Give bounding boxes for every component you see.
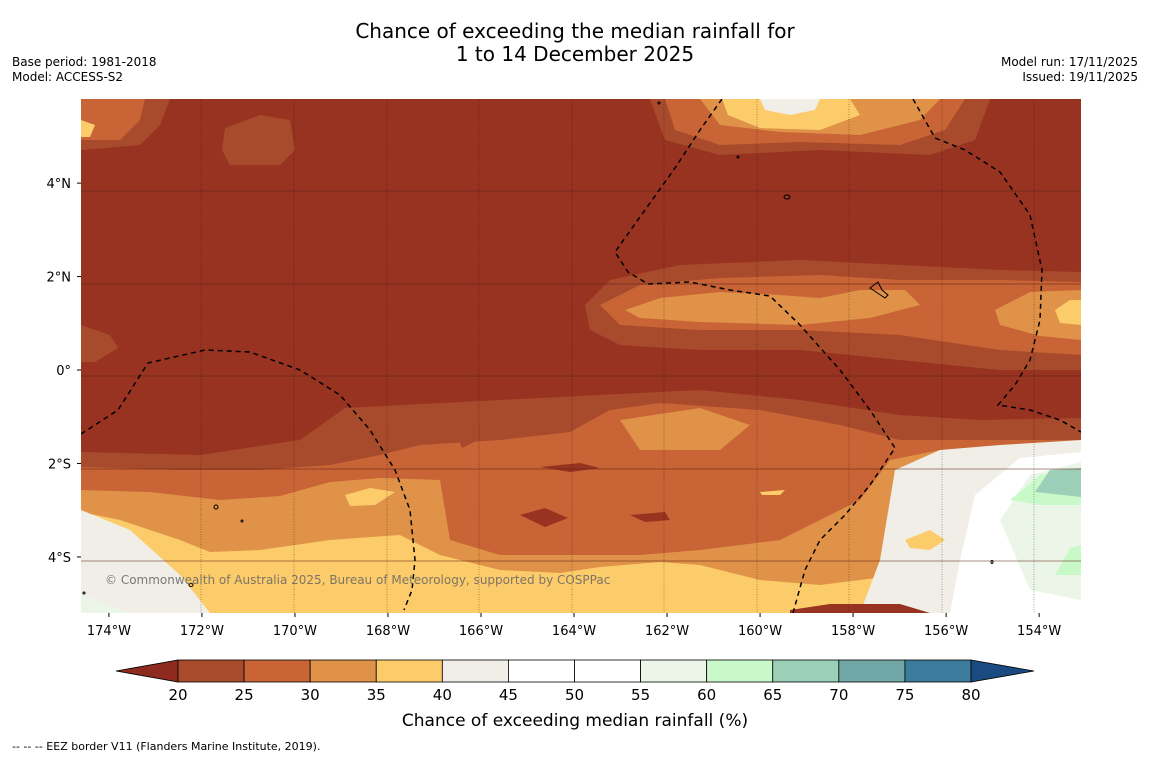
lon-tick-label: 172°W (180, 624, 224, 639)
map-title-line-2: 1 to 14 December 2025 (455, 42, 695, 66)
colorbar-tick-label: 45 (499, 686, 518, 704)
map-contours (81, 99, 1081, 613)
contour-40-45-south (81, 510, 210, 613)
colorbar-tick-label: 60 (697, 686, 716, 704)
model-run-label: Model run: 17/11/2025 (1000, 55, 1138, 69)
colorbar-bin (243, 659, 311, 683)
colorbar-bin (772, 659, 840, 683)
contour-20-25-patch-1 (455, 422, 478, 448)
colorbar-over-triangle (970, 659, 1035, 683)
colorbar-bin (375, 659, 443, 683)
colorbar-bin (441, 659, 509, 683)
contour-35-40-patch-3 (905, 530, 945, 550)
contour-35-40-patch-1 (345, 488, 395, 506)
lon-tick-label: 158°W (831, 624, 875, 639)
contour-35-40-nw (81, 120, 95, 137)
colorbar-bin (508, 659, 575, 683)
colorbar-tick-label: 80 (961, 686, 980, 704)
lat-tick-label: 4°N (47, 177, 72, 192)
latitude-axis: 4°N 2°N 0° 2°S 4°S (47, 177, 81, 566)
contour-55-60-southwest (81, 595, 130, 613)
lon-tick-label: 166°W (459, 624, 503, 639)
copyright-notice: © Commonwealth of Australia 2025, Bureau… (105, 573, 610, 587)
lat-tick-label: 0° (56, 364, 71, 379)
contour-20-25-north-patch (222, 115, 295, 165)
lon-tick-label: 168°W (366, 624, 410, 639)
colorbar: 20 25 30 35 40 45 50 55 60 65 70 75 80 Chance of exc… (115, 659, 1035, 731)
colorbar-tick-label: 50 (565, 686, 584, 704)
longitude-axis: 174°W 172°W 170°W 168°W 166°W 164°W 162°W 160°W… (87, 613, 1061, 639)
colorbar-under-triangle (115, 659, 179, 683)
lon-tick-label: 170°W (273, 624, 317, 639)
colorbar-bin (706, 659, 774, 683)
base-period-label: Base period: 1981-2018 (12, 55, 157, 69)
contour-40-45-north-top (760, 99, 820, 115)
contour-below20-patch-1 (520, 508, 568, 527)
colorbar-tick-label: 20 (168, 686, 187, 704)
lon-tick-label: 174°W (87, 624, 131, 639)
lon-tick-label: 162°W (645, 624, 689, 639)
contour-35-40-south (81, 470, 1081, 613)
contour-25-30-nw (81, 99, 145, 140)
contour-below20-patch-4 (790, 604, 930, 613)
lon-tick-label: 156°W (924, 624, 968, 639)
colorbar-bin (177, 659, 245, 683)
map-title-line-1: Chance of exceeding the median rainfall … (355, 19, 795, 43)
colorbar-bin (574, 659, 641, 683)
colorbar-bin (904, 659, 972, 683)
contour-20-25-west-equator (81, 325, 118, 362)
colorbar-tick-label: 65 (763, 686, 782, 704)
contour-below20-patch-3 (630, 512, 670, 522)
colorbar-tick-label: 70 (829, 686, 848, 704)
lon-tick-label: 164°W (552, 624, 596, 639)
colorbar-tick-label: 75 (895, 686, 914, 704)
lat-tick-label: 2°S (48, 457, 71, 472)
lat-tick-label: 4°S (48, 551, 71, 566)
contour-65-70-southeast (1035, 468, 1081, 497)
colorbar-bin (640, 659, 708, 683)
colorbar-tick-label: 25 (235, 686, 254, 704)
contour-35-40-patch-4 (760, 490, 785, 495)
contour-30-35-patch-1 (620, 408, 750, 450)
colorbar-tick-label: 55 (631, 686, 650, 704)
model-label: Model: ACCESS-S2 (12, 70, 124, 84)
issued-label: Issued: 19/11/2025 (1022, 70, 1138, 84)
colorbar-tick-label: 35 (367, 686, 386, 704)
latitude-lines (81, 190, 1081, 562)
eez-border (81, 99, 1081, 613)
lon-tick-label: 160°W (738, 624, 782, 639)
contour-30-35-north (625, 290, 920, 325)
colorbar-tick-label: 30 (301, 686, 320, 704)
contour-60-65-south-east-small (1055, 545, 1081, 575)
eez-footnote: -- -- -- EEZ border V11 (Flanders Marine… (12, 740, 321, 753)
contour-below20-patch-2 (540, 463, 600, 472)
islands (82, 101, 994, 595)
contour-30-35-north-east (995, 290, 1081, 340)
colorbar-bin (838, 659, 906, 683)
colorbar-bin (309, 659, 377, 683)
contour-35-40-north-east (1055, 300, 1081, 325)
colorbar-label: Chance of exceeding median rainfall (%) (402, 711, 748, 731)
lat-tick-label: 2°N (47, 271, 72, 286)
colorbar-tick-label: 40 (433, 686, 452, 704)
lon-tick-label: 154°W (1017, 624, 1061, 639)
